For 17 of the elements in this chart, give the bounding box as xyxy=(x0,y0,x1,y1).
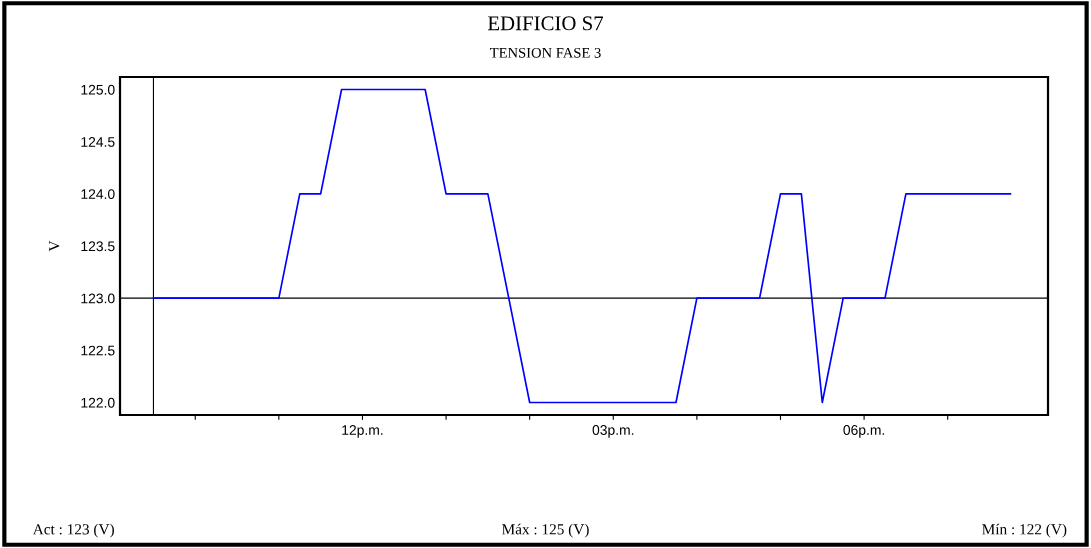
text: Máx : 125 (V) xyxy=(502,523,589,538)
y-tick-label: 124.0 xyxy=(81,189,115,199)
x-tick-label: 06p.m. xyxy=(843,425,885,438)
y-tick-label: 122.0 xyxy=(81,397,115,408)
y-axis-title: V xyxy=(49,240,60,252)
y-tick-label: 125.0 xyxy=(81,84,115,95)
x-tick-label: 03p.m. xyxy=(592,425,634,438)
text: Mín : 122 (V) xyxy=(982,523,1067,538)
line-series xyxy=(152,88,1012,404)
y-tick-label: 122.5 xyxy=(81,345,115,356)
chart-title: EDIFICIO S7 xyxy=(487,16,604,31)
y-tick-label: 124.5 xyxy=(81,137,115,147)
y-tick-label: 123.5 xyxy=(81,241,115,252)
y-tick-label: 123.0 xyxy=(81,293,115,304)
chart-subtitle: TENSION FASE 3 xyxy=(489,47,601,58)
text: Act : 123 (V) xyxy=(32,523,114,538)
x-tick-label: 12p.m. xyxy=(342,425,383,438)
